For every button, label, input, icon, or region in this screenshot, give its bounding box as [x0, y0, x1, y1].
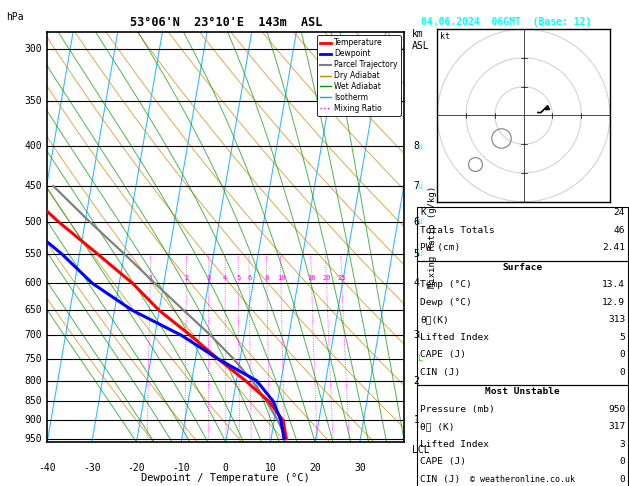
Text: LCL: LCL [412, 445, 430, 455]
Text: Dewp (°C): Dewp (°C) [420, 298, 472, 307]
Text: 650: 650 [24, 305, 42, 315]
Text: Dewpoint / Temperature (°C): Dewpoint / Temperature (°C) [142, 473, 310, 483]
Text: 900: 900 [24, 416, 42, 425]
Text: 25: 25 [338, 275, 346, 281]
Text: 10: 10 [277, 275, 285, 281]
Text: kt: kt [440, 32, 450, 41]
Text: 1: 1 [148, 275, 152, 281]
Text: K: K [420, 208, 426, 218]
Text: -10: -10 [172, 463, 190, 473]
Text: PW (cm): PW (cm) [420, 243, 460, 253]
Text: CIN (J): CIN (J) [420, 368, 460, 377]
Text: 13.4: 13.4 [602, 280, 625, 290]
Text: -30: -30 [83, 463, 101, 473]
Text: Temp (°C): Temp (°C) [420, 280, 472, 290]
Text: 3: 3 [206, 275, 211, 281]
Text: 8: 8 [265, 275, 269, 281]
Text: -40: -40 [38, 463, 56, 473]
Text: u: u [417, 217, 422, 226]
Text: -20: -20 [128, 463, 145, 473]
Text: 400: 400 [24, 141, 42, 151]
Text: 4: 4 [413, 278, 420, 288]
Text: 2.41: 2.41 [602, 243, 625, 253]
Text: u: u [417, 249, 422, 259]
Text: 4: 4 [223, 275, 227, 281]
Text: 5: 5 [236, 275, 240, 281]
Text: 317: 317 [608, 422, 625, 432]
Text: 8: 8 [413, 141, 420, 151]
Text: Lifted Index: Lifted Index [420, 440, 489, 449]
Text: 16: 16 [308, 275, 316, 281]
Text: Mixing Ratio (g/kg): Mixing Ratio (g/kg) [428, 186, 437, 288]
Text: 2: 2 [413, 376, 420, 385]
Text: 20: 20 [309, 463, 321, 473]
Text: 46: 46 [614, 226, 625, 235]
Text: Most Unstable: Most Unstable [485, 387, 560, 397]
Text: 0: 0 [620, 475, 625, 484]
Text: L: L [417, 331, 422, 340]
Text: 12.9: 12.9 [602, 298, 625, 307]
Text: 04.06.2024  06GMT  (Base: 12): 04.06.2024 06GMT (Base: 12) [421, 17, 592, 27]
Text: 600: 600 [24, 278, 42, 288]
Text: © weatheronline.co.uk: © weatheronline.co.uk [470, 474, 575, 484]
Text: 24: 24 [614, 208, 625, 218]
Text: 313: 313 [608, 315, 625, 325]
Text: 750: 750 [24, 354, 42, 364]
Text: 30: 30 [354, 463, 365, 473]
Text: CIN (J): CIN (J) [420, 475, 460, 484]
Text: 500: 500 [24, 217, 42, 226]
Text: hPa: hPa [6, 12, 24, 22]
Text: 350: 350 [24, 96, 42, 106]
Text: 950: 950 [24, 434, 42, 444]
Text: u: u [417, 182, 422, 191]
Text: θᴇ (K): θᴇ (K) [420, 422, 455, 432]
Text: 3: 3 [413, 330, 420, 341]
Text: Totals Totals: Totals Totals [420, 226, 495, 235]
Text: CAPE (J): CAPE (J) [420, 350, 466, 360]
Text: 0: 0 [620, 457, 625, 467]
Text: 7: 7 [413, 181, 420, 191]
Title: 53°06'N  23°10'E  143m  ASL: 53°06'N 23°10'E 143m ASL [130, 16, 322, 29]
Text: 450: 450 [24, 181, 42, 191]
Text: Surface: Surface [503, 263, 542, 272]
Text: 1: 1 [413, 416, 420, 425]
Text: 700: 700 [24, 330, 42, 341]
Text: Lifted Index: Lifted Index [420, 333, 489, 342]
Text: θᴇ(K): θᴇ(K) [420, 315, 449, 325]
Text: 6: 6 [413, 217, 420, 226]
Text: 850: 850 [24, 396, 42, 406]
Text: 20: 20 [322, 275, 331, 281]
Text: u: u [417, 142, 422, 151]
Text: 0: 0 [620, 350, 625, 360]
Text: 0: 0 [620, 368, 625, 377]
Text: 950: 950 [608, 405, 625, 414]
Text: 2: 2 [184, 275, 189, 281]
Text: 800: 800 [24, 376, 42, 385]
Text: CAPE (J): CAPE (J) [420, 457, 466, 467]
Text: 300: 300 [24, 44, 42, 54]
Text: Pressure (mb): Pressure (mb) [420, 405, 495, 414]
Text: 0: 0 [223, 463, 229, 473]
Legend: Temperature, Dewpoint, Parcel Trajectory, Dry Adiabat, Wet Adiabat, Isotherm, Mi: Temperature, Dewpoint, Parcel Trajectory… [316, 35, 401, 116]
Text: 3: 3 [620, 440, 625, 449]
Text: km
ASL: km ASL [412, 29, 430, 51]
Text: 5: 5 [620, 333, 625, 342]
Text: 5: 5 [413, 249, 420, 259]
Text: L: L [417, 354, 422, 363]
Text: 10: 10 [265, 463, 276, 473]
Text: 6: 6 [247, 275, 252, 281]
Text: 550: 550 [24, 249, 42, 259]
